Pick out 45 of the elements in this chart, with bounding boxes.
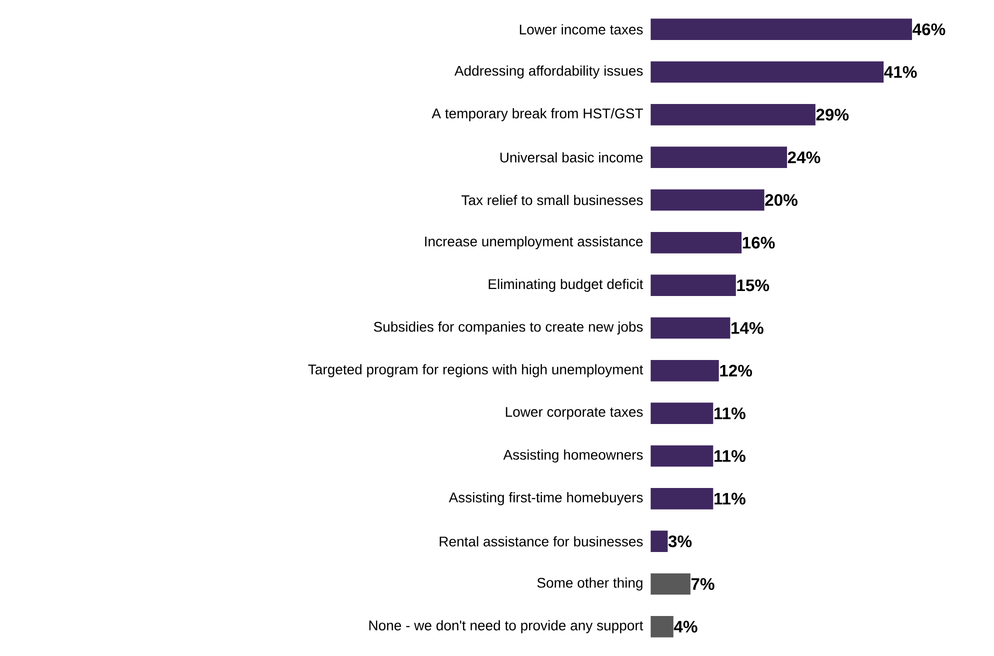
data-label: 4% <box>674 620 698 633</box>
y-tick-label: Lower corporate taxes <box>506 407 643 420</box>
y-tick-label: Targeted program for regions with high unemployment <box>308 364 644 378</box>
data-label: 12% <box>720 364 752 377</box>
y-tick-label: Lower income taxes <box>520 24 643 34</box>
data-label: 3% <box>668 535 692 548</box>
y-tick-label: A temporary break from HST/GST <box>432 108 643 122</box>
y-tick-label: Universal basic income <box>500 152 643 162</box>
data-label: 24% <box>788 151 820 164</box>
y-tick-label: Eliminating budget deficit <box>488 278 644 292</box>
data-label: 11% <box>714 492 746 505</box>
bar <box>650 317 730 339</box>
y-tick-label: Subsidies for companies to create new jobs <box>374 321 643 335</box>
y-tick-label: Tax relief to small businesses <box>462 194 643 206</box>
data-label: 11% <box>714 450 746 462</box>
y-tick-label: Increase unemployment assistance <box>425 236 643 250</box>
y-tick-label: Some other thing <box>537 577 642 591</box>
data-label: 16% <box>742 236 775 249</box>
y-tick-label: Addressing affordability issues <box>454 65 643 79</box>
data-label: 46% <box>912 23 946 36</box>
bar <box>650 530 668 552</box>
bar <box>650 61 884 83</box>
y-tick-label: Assisting first-time homebuyers <box>448 492 643 506</box>
bar <box>650 402 714 424</box>
data-label: 29% <box>816 108 849 121</box>
bar <box>650 573 690 595</box>
bar <box>650 360 719 382</box>
data-label: 15% <box>737 279 770 292</box>
bar <box>650 18 912 40</box>
y-tick-label: None - we don't need to provide any support <box>369 620 644 634</box>
data-label: 7% <box>691 578 714 590</box>
bar <box>650 189 764 211</box>
data-label: 14% <box>732 322 764 334</box>
bar <box>650 445 714 467</box>
bar <box>650 146 788 168</box>
data-label: 41% <box>884 66 917 78</box>
bar <box>650 232 742 254</box>
bar <box>650 104 816 126</box>
bar <box>650 274 736 296</box>
bar <box>650 488 714 510</box>
data-label: 11% <box>714 407 746 420</box>
data-label: 20% <box>765 194 798 206</box>
y-tick-label: Assisting homeowners <box>503 449 643 463</box>
y-tick-label: Rental assistance for businesses <box>440 536 643 546</box>
bar <box>650 616 674 638</box>
